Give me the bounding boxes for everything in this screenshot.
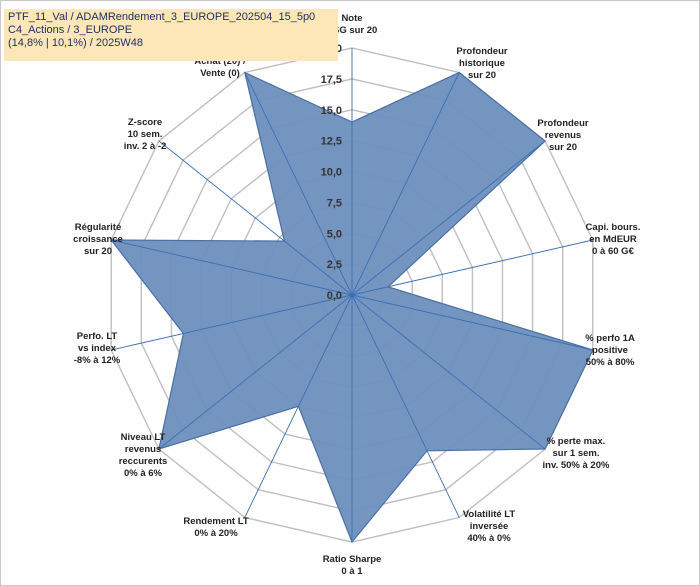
tick-label: 12,5 — [321, 136, 342, 148]
axis-label-line: positive — [592, 345, 628, 356]
axis-label: Capi. bours. en MdEUR 0 à 60 G€ — [586, 222, 641, 257]
axis-label-line: revenus — [125, 444, 161, 455]
axis-label-line: sur 20 — [468, 70, 496, 81]
tick-label: 7,5 — [327, 197, 342, 209]
axis-label: Profondeur historique sur 20 — [456, 46, 507, 81]
axis-label-line: 0% à 6% — [124, 468, 163, 479]
tick-label: 10,0 — [321, 167, 342, 179]
axis-label-line: 0 à 60 G€ — [592, 246, 634, 257]
chart-title-box: PTF_11_Val / ADAMRendement_3_EUROPE_2025… — [4, 9, 338, 61]
axis-label-line: 50% à 80% — [586, 357, 635, 368]
axis-spoke — [351, 294, 546, 450]
axis-label-line: 0 à 1 — [341, 566, 363, 577]
axis-label-line: Achat (20) / — [194, 56, 246, 67]
axis-label-line: inv. 50% à 20% — [543, 460, 610, 471]
axis-label-line: inversée — [470, 521, 509, 532]
axis-label-line: Niveau LT — [121, 432, 166, 443]
axis-label-line: inv. 2 à -2 — [124, 141, 167, 152]
axis-label-line: % perte max. — [547, 436, 606, 447]
axis-label: Niveau LT revenus reccurents 0% à 6% — [119, 432, 168, 479]
axis-label-line: Z-score — [128, 117, 162, 128]
chart-title-line-3: (14,8% | 10,1%) / 2025W48 — [8, 37, 143, 49]
axis-label: Rendement LT 0% à 20% — [183, 516, 248, 539]
tick-label: 17,5 — [321, 74, 342, 86]
axis-spoke — [351, 294, 460, 518]
axis-spoke — [351, 294, 593, 351]
axis-spoke — [351, 140, 546, 296]
axis-spoke — [244, 72, 353, 296]
axis-label: Perfo. LT vs index -8% à 12% — [74, 331, 121, 366]
axis-label-line: sur 1 sem. — [553, 448, 600, 459]
axis-label-line: croissance — [73, 234, 123, 245]
axis-label-line: sur 20 — [84, 246, 112, 257]
axis-label: Profondeur revenus sur 20 — [537, 118, 588, 153]
axis-label-line: Profondeur — [537, 118, 588, 129]
axis-label: Ratio Sharpe 0 à 1 — [323, 554, 382, 577]
axis-label: % perfo 1A positive 50% à 80% — [585, 333, 635, 368]
axis-label-line: en MdEUR — [589, 234, 637, 245]
radar-spokes — [111, 48, 593, 542]
axis-spoke — [244, 294, 353, 518]
axis-label-line: revenus — [545, 130, 581, 141]
chart-title-line-1: PTF_11_Val / ADAMRendement_3_EUROPE_2025… — [8, 11, 316, 23]
axis-label-line: Perfo. LT — [77, 331, 118, 342]
axis-label-line: 40% à 0% — [467, 533, 511, 544]
axis-label-line: Note — [341, 13, 362, 24]
axis-label-line: Profondeur — [456, 46, 507, 57]
axis-spoke — [158, 294, 353, 450]
axis-label-line: 10 sem. — [128, 129, 163, 140]
axis-label-line: vs index — [78, 343, 117, 354]
axis-label: Z-score 10 sem. inv. 2 à -2 — [124, 117, 167, 152]
tick-label: 0,0 — [327, 290, 342, 302]
axis-label-line: Régularité — [75, 222, 121, 233]
axis-label-line: -8% à 12% — [74, 355, 121, 366]
axis-label: % perte max. sur 1 sem. inv. 50% à 20% — [543, 436, 610, 471]
axis-label-line: sur 20 — [549, 142, 577, 153]
axis-spoke — [351, 239, 593, 296]
axis-label-line: Volatilité LT — [463, 509, 516, 520]
axis-label: Volatilité LT inversée 40% à 0% — [463, 509, 516, 544]
axis-label: Régularité croissance sur 20 — [73, 222, 123, 257]
axis-spoke — [111, 239, 353, 296]
tick-label: 5,0 — [327, 228, 342, 240]
chart-title-line-2: C4_Actions / 3_EUROPE — [8, 24, 133, 36]
axis-label-line: Vente (0) — [200, 68, 240, 79]
axis-label-line: Ratio Sharpe — [323, 554, 382, 565]
axis-label: Note ESG sur 20 — [327, 13, 378, 36]
axis-label-line: reccurents — [119, 456, 168, 467]
tick-label: 2,5 — [327, 259, 342, 271]
axis-spoke — [158, 140, 353, 296]
axis-label-line: Capi. bours. — [586, 222, 641, 233]
radar-tick-labels: 0,02,55,07,510,012,515,017,520,0 — [321, 43, 342, 302]
tick-label: 15,0 — [321, 105, 342, 117]
axis-label-line: ESG sur 20 — [327, 25, 378, 36]
axis-label-line: Rendement LT — [183, 516, 248, 527]
axis-label-line: % perfo 1A — [585, 333, 635, 344]
axis-label-line: historique — [459, 58, 505, 69]
axis-label-line: 0% à 20% — [194, 528, 238, 539]
axis-spoke — [111, 294, 353, 351]
axis-spoke — [351, 72, 460, 296]
